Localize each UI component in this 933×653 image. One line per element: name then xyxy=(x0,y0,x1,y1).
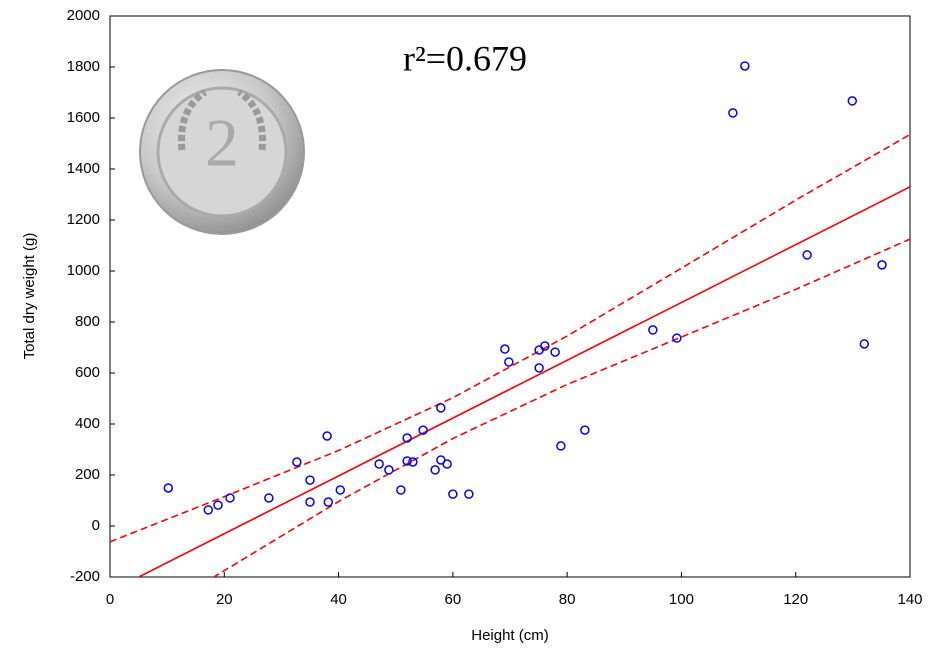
y-axis-label: Total dry weight (g) xyxy=(21,233,38,360)
y-tick-label: 1600 xyxy=(67,109,100,126)
confidence-lower xyxy=(110,239,910,641)
y-tick-label: 2000 xyxy=(67,7,100,24)
point xyxy=(673,334,681,342)
point xyxy=(375,460,383,468)
point xyxy=(729,109,737,117)
medal-number: 2 xyxy=(205,105,239,181)
y-tick-label: 1400 xyxy=(67,160,100,177)
point xyxy=(501,345,509,353)
annotation: r²=0.679 xyxy=(403,38,527,78)
chart: 2 r²=0.679 Height (cm) Total dry weight … xyxy=(0,0,933,653)
y-tick-label: 1200 xyxy=(67,211,100,228)
y-tick-label: -200 xyxy=(70,568,100,585)
point xyxy=(551,348,559,356)
y-tick-label: 1000 xyxy=(67,262,100,279)
point xyxy=(324,498,332,506)
point xyxy=(848,97,856,105)
point xyxy=(293,458,301,466)
point xyxy=(581,426,589,434)
x-tick-label: 60 xyxy=(445,591,462,608)
x-axis-label: Height (cm) xyxy=(471,627,549,644)
y-tick-label: 800 xyxy=(75,313,100,330)
point xyxy=(557,442,565,450)
point xyxy=(204,506,212,514)
y-tick-label: 200 xyxy=(75,466,100,483)
x-tick-label: 120 xyxy=(783,591,808,608)
x-tick-label: 40 xyxy=(330,591,347,608)
point xyxy=(306,476,314,484)
point xyxy=(860,340,868,348)
y-tick-label: 1800 xyxy=(67,58,100,75)
regression-line xyxy=(110,187,910,592)
point xyxy=(449,490,457,498)
point xyxy=(437,404,445,412)
point xyxy=(505,358,513,366)
point xyxy=(803,251,811,259)
point xyxy=(397,486,405,494)
point xyxy=(878,261,886,269)
point xyxy=(265,494,273,502)
point xyxy=(649,326,657,334)
x-tick-label: 20 xyxy=(216,591,233,608)
point xyxy=(465,490,473,498)
point xyxy=(214,501,222,509)
point xyxy=(741,62,749,70)
point xyxy=(443,460,451,468)
y-tick-label: 600 xyxy=(75,364,100,381)
medal: 2 xyxy=(140,70,304,234)
point xyxy=(385,466,393,474)
point xyxy=(336,486,344,494)
point xyxy=(306,498,314,506)
y-tick-label: 0 xyxy=(92,517,100,534)
y-tick-label: 400 xyxy=(75,415,100,432)
x-tick-label: 140 xyxy=(897,591,922,608)
x-tick-label: 0 xyxy=(106,591,114,608)
point xyxy=(431,466,439,474)
point xyxy=(323,432,331,440)
x-tick-label: 100 xyxy=(669,591,694,608)
point xyxy=(226,494,234,502)
x-tick-label: 80 xyxy=(559,591,576,608)
point xyxy=(535,364,543,372)
point xyxy=(164,484,172,492)
point xyxy=(409,458,417,466)
